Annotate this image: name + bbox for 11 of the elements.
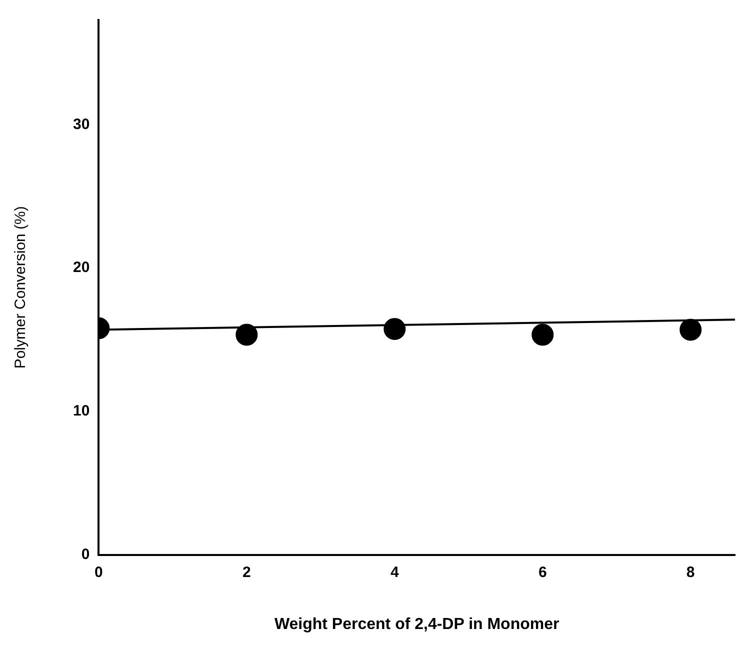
x-axis-title: Weight Percent of 2,4-DP in Monomer	[274, 616, 560, 633]
y-tick-label: 0	[81, 546, 90, 563]
x-tick-label: 8	[686, 564, 695, 581]
x-tick-label: 0	[94, 564, 103, 581]
y-tick-label: 30	[72, 116, 90, 133]
y-tick-label: 10	[72, 402, 90, 420]
y-tick-label: 20	[72, 259, 90, 276]
x-tick-label: 6	[538, 564, 547, 581]
x-tick-label: 2	[242, 564, 251, 581]
x-tick-label: 4	[390, 564, 400, 581]
y-axis-title: Polymer Conversion (%)	[12, 206, 30, 369]
